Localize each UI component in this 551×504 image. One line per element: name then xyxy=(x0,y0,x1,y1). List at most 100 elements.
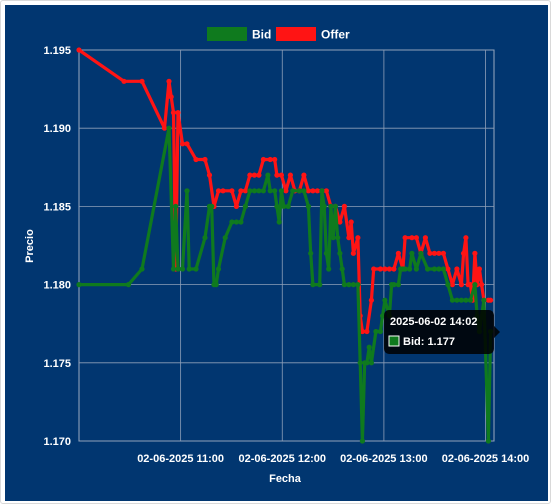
data-point-bid[interactable] xyxy=(251,188,257,194)
data-point-bid[interactable] xyxy=(290,188,296,194)
data-point-bid[interactable] xyxy=(319,188,325,194)
data-point-offer[interactable] xyxy=(422,235,428,241)
data-point-offer[interactable] xyxy=(377,266,383,272)
data-point-bid[interactable] xyxy=(166,125,172,131)
data-point-offer[interactable] xyxy=(161,125,168,131)
data-point-bid[interactable] xyxy=(339,266,345,272)
data-point-bid[interactable] xyxy=(368,360,374,366)
data-point-offer[interactable] xyxy=(179,141,186,147)
data-point-bid[interactable] xyxy=(454,297,460,303)
data-point-bid[interactable] xyxy=(359,438,365,444)
data-point-bid[interactable] xyxy=(317,282,323,288)
data-point-bid[interactable] xyxy=(364,360,370,366)
data-point-offer[interactable] xyxy=(121,78,127,84)
data-point-offer[interactable] xyxy=(242,188,248,194)
data-point-offer[interactable] xyxy=(323,188,329,194)
data-point-offer[interactable] xyxy=(402,235,408,241)
data-point-offer[interactable] xyxy=(346,235,352,241)
data-point-bid[interactable] xyxy=(308,250,314,256)
data-point-offer[interactable] xyxy=(76,47,82,53)
data-point-bid[interactable] xyxy=(328,203,334,209)
data-point-bid[interactable] xyxy=(449,297,455,303)
data-point-offer[interactable] xyxy=(488,297,494,303)
data-point-offer[interactable] xyxy=(382,266,388,272)
data-point-offer[interactable] xyxy=(386,266,392,272)
data-point-bid[interactable] xyxy=(125,282,132,288)
data-point-bid[interactable] xyxy=(260,188,266,194)
data-point-offer[interactable] xyxy=(472,250,478,256)
data-point-bid[interactable] xyxy=(267,188,273,194)
data-point-offer[interactable] xyxy=(413,235,419,241)
data-point-bid[interactable] xyxy=(418,250,424,256)
data-point-offer[interactable] xyxy=(476,266,482,272)
data-point-offer[interactable] xyxy=(233,203,239,209)
data-point-offer[interactable] xyxy=(305,188,311,194)
data-point-offer[interactable] xyxy=(479,282,485,288)
data-point-bid[interactable] xyxy=(323,250,329,256)
data-point-offer[interactable] xyxy=(247,172,253,178)
data-point-bid[interactable] xyxy=(445,282,451,288)
data-point-bid[interactable] xyxy=(186,266,192,272)
data-point-offer[interactable] xyxy=(371,266,377,272)
data-point-bid[interactable] xyxy=(335,235,341,241)
data-point-offer[interactable] xyxy=(283,188,289,194)
data-point-bid[interactable] xyxy=(305,203,311,209)
data-point-bid[interactable] xyxy=(409,250,415,256)
data-point-bid[interactable] xyxy=(265,172,271,178)
data-point-bid[interactable] xyxy=(272,188,278,194)
data-point-offer[interactable] xyxy=(427,250,433,256)
data-point-bid[interactable] xyxy=(256,188,262,194)
data-point-bid[interactable] xyxy=(413,266,419,272)
data-point-bid[interactable] xyxy=(247,188,253,194)
data-point-bid[interactable] xyxy=(382,297,388,303)
data-point-bid[interactable] xyxy=(431,266,437,272)
data-point-bid[interactable] xyxy=(407,266,413,272)
data-point-bid[interactable] xyxy=(402,266,408,272)
data-point-bid[interactable] xyxy=(179,266,186,272)
data-point-offer[interactable] xyxy=(168,94,174,100)
data-point-offer[interactable] xyxy=(175,110,181,116)
data-point-bid[interactable] xyxy=(139,266,145,272)
data-point-bid[interactable] xyxy=(213,282,219,288)
data-point-offer[interactable] xyxy=(314,188,320,194)
data-point-bid[interactable] xyxy=(436,266,442,272)
data-point-offer[interactable] xyxy=(337,219,343,225)
data-point-bid[interactable] xyxy=(321,203,327,209)
data-point-offer[interactable] xyxy=(341,203,347,209)
data-point-offer[interactable] xyxy=(238,188,244,194)
data-point-offer[interactable] xyxy=(202,156,208,163)
legend-item-bid[interactable]: Bid xyxy=(207,27,271,42)
data-point-offer[interactable] xyxy=(139,78,145,84)
data-point-bid[interactable] xyxy=(173,203,179,209)
data-point-offer[interactable] xyxy=(391,266,397,272)
data-point-bid[interactable] xyxy=(458,297,464,303)
data-point-offer[interactable] xyxy=(431,250,437,256)
data-point-bid[interactable] xyxy=(242,203,248,209)
data-point-bid[interactable] xyxy=(281,203,287,209)
data-point-bid[interactable] xyxy=(209,203,215,209)
data-point-bid[interactable] xyxy=(395,282,401,288)
data-point-bid[interactable] xyxy=(341,282,347,288)
data-point-offer[interactable] xyxy=(267,156,273,163)
data-point-offer[interactable] xyxy=(215,188,222,194)
data-point-offer[interactable] xyxy=(229,188,235,194)
data-point-offer[interactable] xyxy=(359,328,365,335)
data-point-bid[interactable] xyxy=(481,297,487,303)
data-point-bid[interactable] xyxy=(332,203,338,209)
data-point-offer[interactable] xyxy=(458,282,464,288)
data-point-bid[interactable] xyxy=(463,297,469,303)
data-point-offer[interactable] xyxy=(166,78,172,84)
data-point-bid[interactable] xyxy=(233,219,239,225)
data-point-bid[interactable] xyxy=(285,203,291,209)
data-point-bid[interactable] xyxy=(425,266,431,272)
data-point-offer[interactable] xyxy=(193,156,199,163)
data-point-bid[interactable] xyxy=(472,282,478,288)
data-point-bid[interactable] xyxy=(276,219,282,225)
data-point-bid[interactable] xyxy=(380,313,386,319)
data-point-bid[interactable] xyxy=(366,344,372,350)
data-point-bid[interactable] xyxy=(170,266,177,272)
data-point-bid[interactable] xyxy=(337,250,343,256)
data-point-bid[interactable] xyxy=(391,282,397,288)
data-point-bid[interactable] xyxy=(222,235,228,241)
data-point-offer[interactable] xyxy=(256,172,262,178)
